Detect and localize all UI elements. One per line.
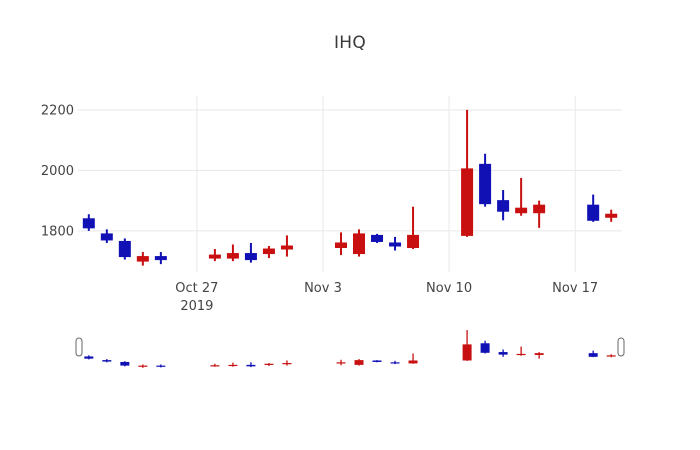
- rangeslider-track[interactable]: [78, 329, 622, 370]
- mini-candle-up: [408, 360, 418, 364]
- mini-candle-up: [354, 360, 364, 365]
- x-tick-label: Nov 3: [304, 281, 342, 296]
- mini-candle-up: [210, 365, 220, 367]
- mini-candle-down: [246, 364, 256, 367]
- mini-candle-down: [498, 352, 508, 355]
- x-tick-sublabel: 2019: [180, 299, 213, 314]
- candle-down[interactable]: [244, 253, 257, 261]
- candle-down[interactable]: [118, 240, 131, 258]
- mini-candle-down: [84, 356, 94, 359]
- candle-up[interactable]: [226, 253, 239, 259]
- mini-candle-up: [534, 353, 544, 355]
- y-tick-label: 1800: [41, 224, 74, 239]
- candle-down[interactable]: [497, 200, 510, 212]
- mini-candle-down: [588, 353, 598, 357]
- mini-candle-up: [462, 344, 472, 361]
- candle-up[interactable]: [533, 204, 546, 214]
- rangeslider-left-handle[interactable]: [75, 337, 83, 357]
- mini-candle-down: [120, 361, 130, 366]
- rangeslider-right-handle[interactable]: [617, 337, 625, 357]
- x-tick-label: Oct 27: [175, 281, 218, 296]
- chart-title: IHQ: [333, 33, 367, 53]
- candle-up[interactable]: [208, 254, 221, 259]
- mini-candle-up: [282, 363, 292, 365]
- mini-candle-up: [516, 353, 526, 356]
- x-tick-label: Nov 17: [552, 281, 598, 296]
- mini-candle-up: [606, 355, 616, 357]
- candle-down[interactable]: [154, 256, 167, 261]
- y-tick-label: 2200: [41, 103, 74, 118]
- candle-up[interactable]: [353, 233, 366, 255]
- candle-down[interactable]: [82, 218, 95, 229]
- mini-candle-down: [480, 343, 490, 353]
- mini-candle-up: [336, 362, 346, 364]
- y-tick-label: 2000: [41, 164, 74, 179]
- candle-up[interactable]: [461, 168, 474, 236]
- mini-candle-up: [138, 365, 148, 367]
- candle-up[interactable]: [334, 242, 347, 249]
- candle-down[interactable]: [100, 233, 113, 241]
- mini-candle-down: [102, 360, 112, 362]
- candle-up[interactable]: [605, 213, 618, 218]
- candle-down[interactable]: [479, 163, 492, 205]
- mini-candle-up: [228, 364, 238, 367]
- candle-down[interactable]: [587, 204, 600, 221]
- candle-up[interactable]: [262, 248, 275, 255]
- candle-up[interactable]: [515, 207, 528, 214]
- mini-candle-down: [390, 362, 400, 364]
- mini-candle-down: [156, 365, 166, 367]
- mini-candle-up: [264, 363, 274, 365]
- candle-up[interactable]: [136, 256, 149, 262]
- candle-down[interactable]: [389, 242, 402, 247]
- candle-down[interactable]: [371, 234, 384, 242]
- candle-up[interactable]: [407, 234, 420, 249]
- x-tick-label: Nov 10: [426, 281, 472, 296]
- mini-candle-down: [372, 360, 382, 362]
- candle-up[interactable]: [280, 245, 293, 250]
